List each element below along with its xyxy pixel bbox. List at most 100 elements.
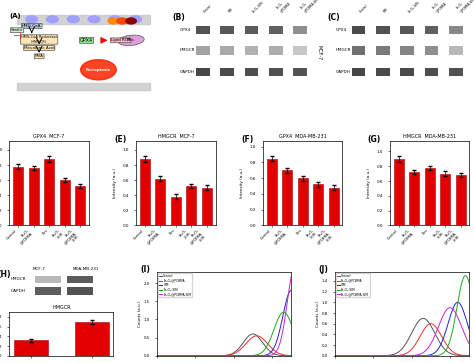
Fe₃O₄-SIM: [281, 310, 286, 314]
Fe₃O₄@PCBMA: [466, 354, 472, 358]
Text: MDA-MB-231: MDA-MB-231: [72, 267, 99, 271]
FancyBboxPatch shape: [245, 26, 258, 34]
Text: Fe₃O₄
@PCBMA-SIM: Fe₃O₄ @PCBMA-SIM: [300, 0, 320, 13]
FancyBboxPatch shape: [376, 68, 390, 77]
Fe₃O₄@PCBMA-SIM: [285, 297, 291, 302]
Line: Fe₃O₄-SIM: Fe₃O₄-SIM: [316, 276, 469, 356]
Circle shape: [67, 16, 79, 23]
Fe₃O₄@PCBMA-SIM: [447, 306, 453, 310]
SIM: [313, 354, 319, 358]
Text: Fe₃O₄
@PCBMA: Fe₃O₄ @PCBMA: [431, 0, 447, 13]
Circle shape: [108, 18, 118, 24]
Fe₃O₄@PCBMA: [285, 353, 291, 358]
FancyBboxPatch shape: [245, 46, 258, 54]
Text: Mito.: Mito.: [127, 38, 136, 42]
FancyBboxPatch shape: [67, 287, 92, 295]
Bar: [409, 172, 419, 225]
SIM: [226, 354, 232, 358]
Fe₃O₄@PCBMA: [209, 354, 214, 358]
FancyBboxPatch shape: [425, 46, 438, 54]
SIM: [455, 300, 461, 305]
Fe₃O₄-SIM: [285, 314, 291, 318]
Text: Fe₃O₄
@PCBMA-SIM: Fe₃O₄ @PCBMA-SIM: [456, 0, 474, 13]
Text: Fe₃O₄
@PCBMA: Fe₃O₄ @PCBMA: [276, 0, 292, 13]
FancyBboxPatch shape: [401, 26, 414, 34]
Text: ⊣: ⊣: [13, 31, 21, 41]
Control: [386, 353, 392, 358]
Control: [261, 342, 267, 347]
Fe₃O₄-SIM: [386, 354, 392, 358]
Text: Control: Control: [203, 3, 213, 13]
Text: MCF-7: MCF-7: [316, 45, 321, 61]
Line: Fe₃O₄-SIM: Fe₃O₄-SIM: [137, 312, 292, 356]
Fe₃O₄-SIM: [439, 352, 445, 356]
SIM: [466, 327, 472, 332]
Fe₃O₄@PCBMA-SIM: [261, 354, 266, 358]
Line: Control: Control: [137, 334, 292, 356]
Fe₃O₄@PCBMA: [254, 334, 260, 338]
Bar: [75, 322, 109, 356]
Fe₃O₄-SIM: [261, 348, 266, 353]
Y-axis label: Intensity (a.u.): Intensity (a.u.): [367, 168, 371, 198]
FancyBboxPatch shape: [425, 68, 438, 77]
Text: HMGCR: HMGCR: [336, 48, 351, 52]
FancyBboxPatch shape: [352, 26, 365, 34]
Text: (I): (I): [141, 265, 151, 274]
FancyBboxPatch shape: [220, 46, 234, 54]
Text: Mevalonic Acid: Mevalonic Acid: [24, 46, 55, 50]
Text: GPX4: GPX4: [80, 38, 93, 43]
Control: [208, 354, 213, 358]
Fe₃O₄@PCBMA-SIM: [289, 273, 294, 278]
Text: SIM: SIM: [383, 7, 390, 13]
Fe₃O₄@PCBMA: [439, 335, 445, 339]
FancyBboxPatch shape: [293, 26, 307, 34]
FancyBboxPatch shape: [449, 46, 463, 54]
Fe₃O₄-SIM: [209, 354, 214, 358]
SIM: [396, 354, 401, 358]
Bar: [28, 168, 39, 225]
Line: Fe₃O₄@PCBMA: Fe₃O₄@PCBMA: [316, 324, 469, 356]
Circle shape: [126, 18, 137, 24]
Legend: Control, Fe₃O₄@PCBMA, SIM, Fe₃O₄-SIM, Fe₃O₄@PCBMA-SIM: Control, Fe₃O₄@PCBMA, SIM, Fe₃O₄-SIM, Fe…: [337, 273, 370, 297]
SIM: [218, 354, 224, 358]
Text: HMG-CoA Reductase
(HMGCR): HMG-CoA Reductase (HMGCR): [21, 35, 57, 44]
Text: GPX4: GPX4: [180, 28, 191, 32]
Fe₃O₄@PCBMA: [313, 354, 319, 358]
Text: (J): (J): [319, 265, 328, 274]
Circle shape: [117, 18, 128, 24]
FancyBboxPatch shape: [220, 26, 234, 34]
Text: HMGCR: HMGCR: [180, 48, 196, 52]
Control: [285, 354, 291, 358]
Text: HMG-CoA: HMG-CoA: [22, 24, 42, 28]
Control: [218, 354, 224, 358]
FancyBboxPatch shape: [401, 46, 414, 54]
FancyBboxPatch shape: [196, 26, 210, 34]
FancyBboxPatch shape: [352, 68, 365, 77]
Fe₃O₄@PCBMA: [463, 354, 469, 358]
FancyBboxPatch shape: [293, 46, 307, 54]
SIM: [135, 354, 140, 358]
Control: [420, 316, 426, 321]
Fe₃O₄@PCBMA-SIM: [466, 342, 472, 346]
Fe₃O₄@PCBMA-SIM: [209, 354, 214, 358]
FancyBboxPatch shape: [36, 276, 62, 284]
SIM: [209, 354, 214, 358]
Legend: Control, Fe₃O₄@PCBMA, SIM, Fe₃O₄-SIM, Fe₃O₄@PCBMA-SIM: Control, Fe₃O₄@PCBMA, SIM, Fe₃O₄-SIM, Fe…: [158, 273, 192, 297]
Circle shape: [129, 16, 141, 23]
FancyBboxPatch shape: [269, 68, 283, 77]
Fe₃O₄-SIM: [404, 354, 410, 358]
FancyBboxPatch shape: [36, 287, 62, 295]
Control: [209, 354, 214, 358]
SIM: [463, 316, 469, 321]
Bar: [75, 186, 85, 225]
Fe₃O₄@PCBMA-SIM: [313, 354, 319, 358]
Fe₃O₄@PCBMA: [226, 353, 232, 357]
Bar: [13, 167, 23, 225]
Bar: [60, 180, 70, 225]
Fe₃O₄-SIM: [463, 273, 468, 278]
Fe₃O₄@PCBMA-SIM: [208, 354, 213, 358]
FancyBboxPatch shape: [425, 26, 438, 34]
FancyBboxPatch shape: [220, 68, 234, 77]
Text: Lipid ROS: Lipid ROS: [111, 38, 131, 42]
SIM: [404, 354, 410, 358]
